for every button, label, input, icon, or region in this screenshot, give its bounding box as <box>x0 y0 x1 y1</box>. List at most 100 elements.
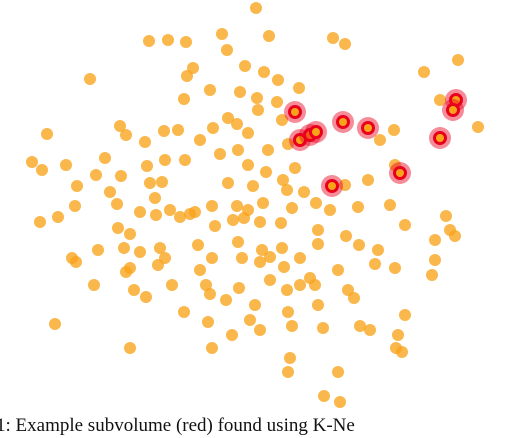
point <box>162 34 174 46</box>
point <box>282 306 294 318</box>
point <box>232 236 244 248</box>
point <box>399 219 411 231</box>
point <box>231 200 243 212</box>
caption: 1: Example subvolume (red) found using K… <box>0 415 355 436</box>
point <box>216 28 228 40</box>
point <box>252 104 264 116</box>
point <box>251 92 263 104</box>
point <box>429 254 441 266</box>
point <box>178 93 190 105</box>
point <box>289 162 301 174</box>
point-core <box>436 134 444 142</box>
point <box>60 159 72 171</box>
point <box>71 180 83 192</box>
point <box>263 30 275 42</box>
point <box>312 238 324 250</box>
point <box>120 266 132 278</box>
point <box>452 54 464 66</box>
point <box>254 324 266 336</box>
point <box>221 44 233 56</box>
point <box>281 284 293 296</box>
point <box>144 177 156 189</box>
point <box>334 396 346 408</box>
point <box>309 279 321 291</box>
point-core <box>364 124 372 132</box>
point <box>242 127 254 139</box>
point <box>244 314 256 326</box>
point <box>384 199 396 211</box>
point <box>340 230 352 242</box>
point <box>134 246 146 258</box>
point <box>389 262 401 274</box>
point <box>172 124 184 136</box>
point <box>342 284 354 296</box>
point-core <box>396 169 404 177</box>
point <box>204 288 216 300</box>
point <box>399 309 411 321</box>
point <box>276 242 288 254</box>
point <box>88 279 100 291</box>
point <box>472 121 484 133</box>
point <box>372 244 384 256</box>
point <box>284 352 296 364</box>
point <box>249 299 261 311</box>
point <box>312 224 324 236</box>
point <box>204 84 216 96</box>
point <box>112 222 124 234</box>
point <box>293 82 305 94</box>
point <box>234 86 246 98</box>
point <box>120 129 132 141</box>
point <box>449 230 461 242</box>
point <box>242 159 254 171</box>
point <box>70 256 82 268</box>
point <box>158 125 170 137</box>
point <box>260 166 272 178</box>
point <box>242 204 254 216</box>
point <box>180 36 192 48</box>
point <box>354 320 366 332</box>
point <box>34 216 46 228</box>
point <box>258 66 270 78</box>
point <box>392 329 404 341</box>
point <box>139 136 151 148</box>
point <box>310 197 322 209</box>
point <box>324 204 336 216</box>
point <box>250 2 262 14</box>
point <box>214 148 226 160</box>
point <box>141 160 153 172</box>
point <box>111 198 123 210</box>
point <box>166 279 178 291</box>
point <box>26 156 38 168</box>
scatter-plot <box>26 2 484 408</box>
point <box>114 120 126 132</box>
point <box>150 209 162 221</box>
point <box>327 32 339 44</box>
point <box>92 244 104 256</box>
point <box>278 261 290 273</box>
point <box>276 114 288 126</box>
point <box>206 342 218 354</box>
point <box>124 228 136 240</box>
point <box>209 220 221 232</box>
point <box>134 206 146 218</box>
point <box>239 60 251 72</box>
point <box>179 154 191 166</box>
point <box>369 258 381 270</box>
point <box>254 216 266 228</box>
point <box>128 284 140 296</box>
point <box>233 282 245 294</box>
point <box>317 322 329 334</box>
point-core <box>312 128 320 136</box>
point <box>220 294 232 306</box>
point-core <box>449 106 457 114</box>
point <box>272 74 284 86</box>
point <box>254 256 266 268</box>
point-core <box>328 182 336 190</box>
point <box>181 70 193 82</box>
point <box>271 96 283 108</box>
point <box>118 242 130 254</box>
point <box>222 112 234 124</box>
point <box>374 134 386 146</box>
point <box>388 124 400 136</box>
point <box>178 306 190 318</box>
